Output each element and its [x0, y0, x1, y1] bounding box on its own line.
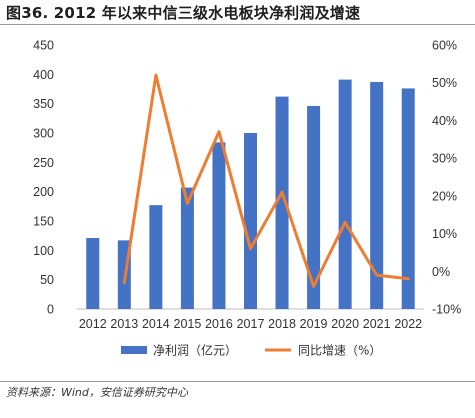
bar — [307, 106, 321, 309]
figure-title: 图36. 2012 年以来中信三级水电板块净利润及增速 — [6, 4, 361, 22]
legend-bar-swatch — [121, 346, 147, 354]
x-axis-labels: 2012 2013 2014 2015 2016 2017 2018 2019 2020 2021… — [79, 317, 422, 331]
x-axis-tick-label: 2017 — [237, 317, 265, 331]
right-axis-tick-label: 50% — [432, 76, 457, 90]
chart-canvas: 0 50 100 150 200 250 300 350 400 450 -10% 0% 10% 20%… — [33, 39, 461, 358]
x-axis-tick-label: 2015 — [174, 317, 202, 331]
left-axis-tick-label: 400 — [33, 68, 54, 82]
bar — [401, 88, 415, 309]
right-axis-tick-label: 20% — [432, 189, 457, 203]
growth-line — [122, 73, 410, 288]
left-axis-tick-label: 450 — [33, 39, 54, 53]
left-axis: 0 50 100 150 200 250 300 350 400 450 — [33, 39, 424, 317]
left-axis-tick-label: 0 — [47, 303, 54, 317]
x-axis-tick-label: 2014 — [142, 317, 170, 331]
bar — [149, 205, 163, 309]
left-axis-tick-label: 150 — [33, 215, 54, 229]
bar — [370, 81, 384, 310]
bar-series — [86, 79, 415, 310]
bar — [180, 187, 194, 309]
left-axis-tick-label: 100 — [33, 244, 54, 258]
right-axis-tick-label: 40% — [432, 114, 457, 128]
left-axis-tick-label: 250 — [33, 156, 54, 170]
bar — [212, 142, 226, 309]
x-axis-tick-label: 2021 — [363, 317, 391, 331]
x-axis-tick-label: 2022 — [394, 317, 422, 331]
right-axis-tick-label: 10% — [432, 227, 457, 241]
left-axis-tick-label: 350 — [33, 97, 54, 111]
title-divider — [0, 24, 475, 25]
right-axis-tick-label: 30% — [432, 152, 457, 166]
right-axis-tick-label: -10% — [432, 303, 461, 317]
bar — [275, 96, 289, 309]
x-axis-tick-label: 2019 — [300, 317, 328, 331]
source-note: 资料来源：Wind，安信证券研究中心 — [6, 386, 188, 399]
x-axis-tick-label: 2013 — [110, 317, 138, 331]
line-series — [122, 73, 410, 288]
bar — [86, 238, 100, 309]
legend-line-label: 同比增速（%） — [298, 344, 381, 358]
source-divider — [0, 381, 475, 382]
bar — [338, 79, 352, 309]
x-axis-tick-label: 2020 — [331, 317, 359, 331]
x-axis-tick-label: 2018 — [268, 317, 296, 331]
legend: 净利润（亿元） 同比增速（%） — [121, 343, 381, 358]
x-axis-tick-label: 2016 — [205, 317, 233, 331]
left-axis-tick-label: 50 — [40, 273, 54, 287]
right-axis-tick-label: 60% — [432, 39, 457, 53]
x-axis-tick-label: 2012 — [79, 317, 107, 331]
left-axis-tick-label: 300 — [33, 127, 54, 141]
left-axis-tick-label: 200 — [33, 185, 54, 199]
legend-bar-label: 净利润（亿元） — [153, 343, 237, 358]
right-axis: -10% 0% 10% 20% 30% 40% 50% 60% — [432, 39, 461, 317]
bar — [244, 133, 257, 309]
right-axis-tick-label: 0% — [432, 265, 450, 279]
